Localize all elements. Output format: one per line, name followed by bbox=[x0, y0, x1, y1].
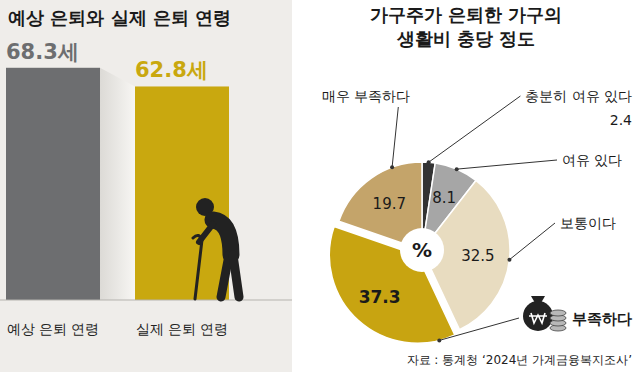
category-label: 충분히 여유 있다 bbox=[525, 88, 632, 104]
center-hole bbox=[400, 228, 444, 272]
pie-labels: 충분히 여유 있다 2.4 여유 있다 8.1 보통이다 32.5 부족하다 37.3 매우 부… bbox=[322, 88, 632, 342]
data-label: 37.3 bbox=[359, 287, 401, 307]
data-label: 2.4 bbox=[610, 112, 632, 128]
leader-line bbox=[439, 318, 519, 340]
bar-shading bbox=[100, 68, 135, 300]
leader-dot bbox=[427, 160, 431, 164]
chart-canvas: 예상 은퇴와 실제 은퇴 연령 68.3세 62.8세예상 은퇴 연령 실제 은퇴 연… bbox=[0, 0, 640, 372]
leader-dot bbox=[390, 165, 394, 169]
bar bbox=[135, 86, 229, 300]
pie-slice bbox=[329, 226, 454, 343]
leader-dot bbox=[455, 167, 459, 171]
leader-line bbox=[429, 96, 521, 162]
category-label: 보통이다 bbox=[560, 215, 616, 231]
chart-title: 예상 은퇴와 실제 은퇴 연령 bbox=[8, 7, 231, 28]
category-label: 여유 있다 bbox=[562, 152, 622, 168]
category-label: 예상 은퇴 연령 bbox=[7, 321, 100, 337]
category-label: 부족하다 bbox=[572, 310, 632, 328]
leader-line bbox=[509, 223, 555, 260]
data-label: 8.1 bbox=[432, 189, 456, 207]
money-bag-icon bbox=[523, 296, 566, 331]
center-label: % bbox=[412, 238, 432, 262]
bar-marks bbox=[6, 68, 229, 300]
title-line: 생활비 충당 정도 bbox=[396, 28, 536, 49]
leader-dot bbox=[437, 338, 441, 342]
pie-marks bbox=[329, 162, 510, 343]
bar bbox=[6, 68, 100, 300]
baseline bbox=[0, 300, 292, 301]
leader-line bbox=[392, 107, 398, 167]
panel-background bbox=[0, 0, 292, 372]
chart-title: 가구주가 은퇴한 가구의생활비 충당 정도 bbox=[370, 4, 563, 49]
data-label: 19.7 bbox=[373, 195, 406, 213]
category-label: 매우 부족하다 bbox=[322, 88, 410, 104]
data-label: 32.5 bbox=[461, 247, 494, 265]
source-note: 자료 : 통계청 ‘2024년 가계금융복지조사’ bbox=[407, 353, 632, 367]
category-label: 실제 은퇴 연령 bbox=[136, 321, 229, 337]
data-label: 62.8세 bbox=[135, 58, 208, 82]
pie-panel: 가구주가 은퇴한 가구의생활비 충당 정도% 충분히 여유 있다 2.4 여유 있다 8… bbox=[322, 4, 632, 367]
title-line: 가구주가 은퇴한 가구의 bbox=[370, 4, 563, 25]
bar-panel: 예상 은퇴와 실제 은퇴 연령 68.3세 62.8세예상 은퇴 연령 실제 은퇴 연… bbox=[0, 0, 292, 372]
data-label: 68.3세 bbox=[6, 40, 79, 64]
leader-line bbox=[457, 160, 557, 169]
leader-dot bbox=[507, 258, 511, 262]
elderly-figure-icon bbox=[193, 198, 239, 299]
